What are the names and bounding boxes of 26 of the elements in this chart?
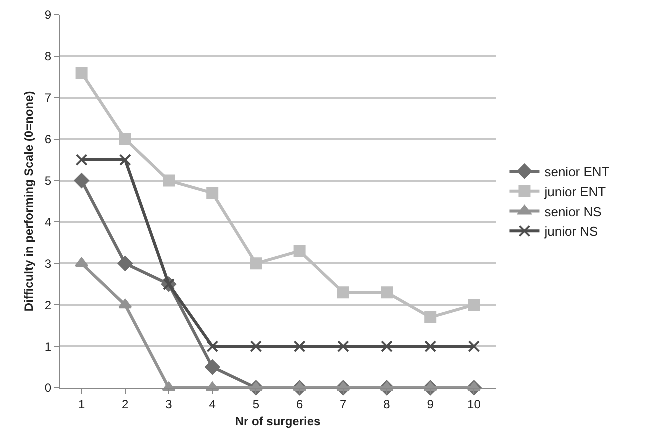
y-tick-label: 0	[44, 381, 52, 396]
y-tick-label: 2	[44, 298, 52, 312]
y-tick-label: 1	[44, 340, 52, 354]
legend-label: senior ENT	[544, 164, 610, 180]
x-tick-label: 4	[209, 397, 216, 412]
x-tick-label: 9	[427, 397, 434, 412]
y-tick-label: 7	[44, 91, 52, 106]
legend-label: junior ENT	[544, 184, 606, 200]
y-tick-label: 8	[44, 50, 52, 64]
x-tick-label: 10	[468, 397, 482, 412]
y-tick-label: 9	[44, 8, 52, 22]
legend-label: senior NS	[544, 204, 602, 220]
y-axis-title: Difficulty in performing Scale (0=none)	[22, 91, 36, 312]
x-tick-label: 3	[166, 397, 173, 412]
x-tick-label: 7	[340, 397, 348, 412]
x-tick-label: 8	[384, 397, 391, 412]
x-tick-label: 2	[122, 397, 130, 412]
y-tick-label: 5	[44, 174, 52, 188]
y-tick-label: 6	[44, 132, 52, 147]
legend-label: junior NS	[544, 224, 599, 240]
x-tick-label: 6	[296, 397, 304, 412]
y-tick-label: 4	[44, 215, 52, 230]
x-tick-label: 5	[252, 397, 260, 412]
x-axis-title: Nr of surgeries	[235, 414, 322, 428]
y-tick-label: 3	[44, 256, 52, 271]
x-tick-label: 1	[78, 397, 86, 412]
